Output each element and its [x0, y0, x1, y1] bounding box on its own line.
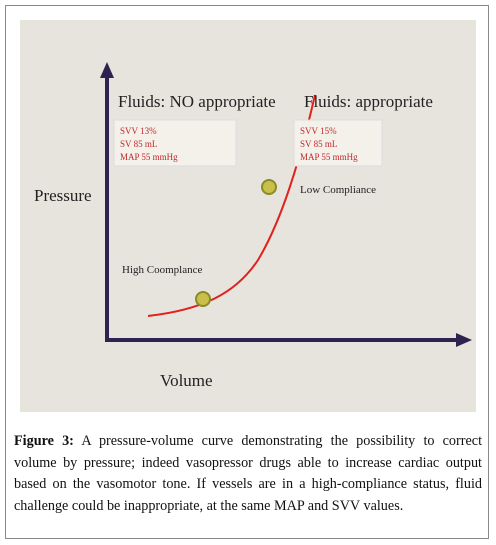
low-label: Low Compliance — [300, 184, 376, 196]
box-text: MAP 55 mmHg — [120, 152, 178, 162]
y-arrow — [100, 62, 114, 78]
box-text: SV 85 mL — [120, 139, 157, 149]
right-heading: Fluids: appropriate — [304, 92, 433, 111]
figure-frame — [5, 5, 489, 539]
box-text: SV 85 mL — [300, 139, 337, 149]
left-box — [113, 119, 237, 167]
left-heading: Fluids: NO appropriate — [118, 92, 276, 111]
caption: Figure 3: A pressure-volume curve demons… — [14, 431, 482, 517]
caption-text: A pressure-volume curve demonstrating th… — [14, 433, 483, 514]
right-box — [293, 119, 383, 167]
low-point — [261, 179, 277, 195]
high-label: High Coomplance — [122, 264, 202, 276]
box-text: SVV 13% — [120, 126, 157, 136]
x-axis-label: Volume — [160, 371, 213, 390]
box-text: MAP 55 mmHg — [300, 152, 358, 162]
high-point — [195, 291, 211, 307]
figure-background — [20, 20, 476, 412]
x-arrow — [456, 333, 472, 347]
caption-label: Figure 3: — [14, 433, 74, 449]
box-text: SVV 15% — [300, 126, 337, 136]
figure-image: Fluids: NO appropriate Fluids: appropria… — [20, 20, 476, 412]
y-axis-label: Pressure — [34, 186, 92, 205]
